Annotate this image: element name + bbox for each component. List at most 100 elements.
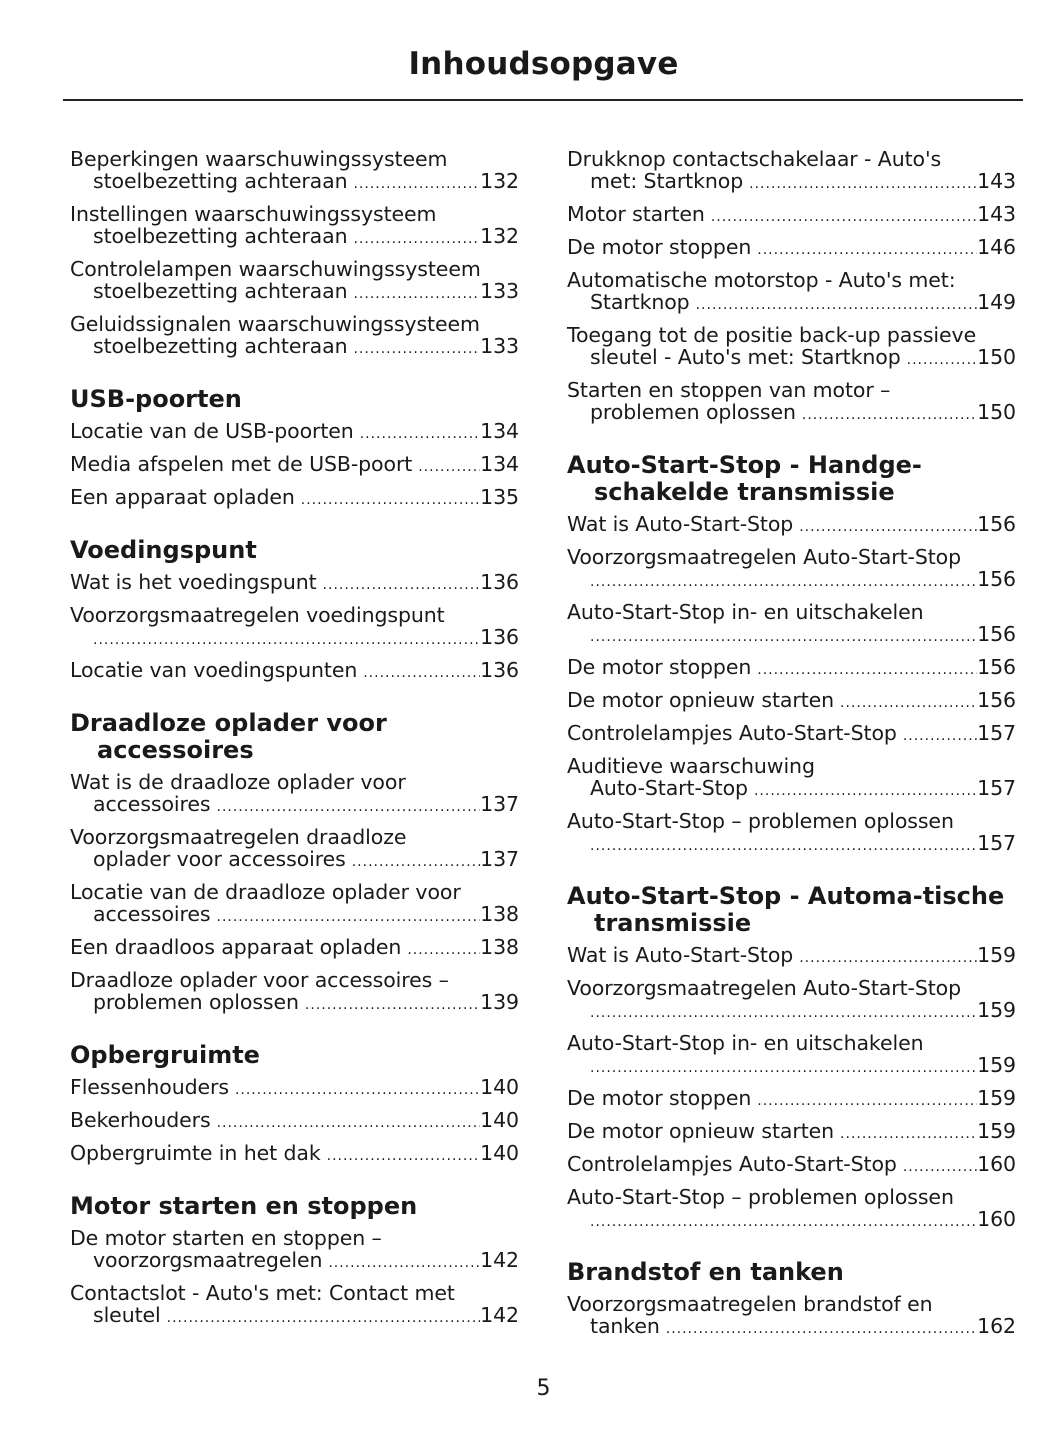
toc-entry-line: Bekerhouders 140 (70, 1109, 519, 1134)
toc-page-number[interactable]: 156 (977, 622, 1016, 646)
toc-entry[interactable]: Een apparaat opladen 135 (70, 486, 519, 511)
toc-entry-line: 157 (567, 832, 1016, 857)
toc-page-number[interactable]: 137 (480, 847, 519, 871)
toc-entry[interactable]: Drukknop contactschakelaar - Auto's met: … (567, 148, 1016, 195)
toc-entry[interactable]: Automatische motorstop - Auto's met: Star… (567, 269, 1016, 316)
toc-entry[interactable]: Auto-Start-Stop – problemen oplossen 157 (567, 810, 1016, 857)
toc-page-number[interactable]: 160 (977, 1152, 1016, 1176)
toc-entry[interactable]: De motor opnieuw starten 159 (567, 1120, 1016, 1145)
dot-leader (353, 338, 480, 360)
toc-page-number[interactable]: 157 (977, 721, 1016, 745)
toc-page-number[interactable]: 142 (480, 1248, 519, 1272)
toc-page-number[interactable]: 137 (480, 792, 519, 816)
toc-page-number[interactable]: 159 (977, 943, 1016, 967)
toc-page-number[interactable]: 157 (977, 776, 1016, 800)
toc-page-number[interactable]: 136 (480, 570, 519, 594)
toc-entry[interactable]: Controlelampjes Auto-Start-Stop 157 (567, 722, 1016, 747)
toc-page-number[interactable]: 132 (480, 224, 519, 248)
toc-page-number[interactable]: 143 (977, 169, 1016, 193)
dot-leader (907, 349, 978, 371)
toc-entry[interactable]: Starten en stoppen van motor – problemen … (567, 379, 1016, 426)
toc-entry[interactable]: Controlelampjes Auto-Start-Stop 160 (567, 1153, 1016, 1178)
toc-entry[interactable]: Locatie van de draadloze oplader voor acc… (70, 881, 519, 928)
toc-entry[interactable]: Opbergruimte in het dak 140 (70, 1142, 519, 1167)
toc-entry-line: Locatie van voedingspunten 136 (70, 659, 519, 684)
toc-page-number[interactable]: 133 (480, 279, 519, 303)
toc-entry[interactable]: Locatie van de USB-poorten 134 (70, 420, 519, 445)
toc-entry[interactable]: Een draadloos apparaat opladen 138 (70, 936, 519, 961)
toc-page-number[interactable]: 133 (480, 334, 519, 358)
toc-page-number[interactable]: 138 (480, 935, 519, 959)
toc-entry[interactable]: De motor stoppen 159 (567, 1087, 1016, 1112)
toc-entry[interactable]: Wat is Auto-Start-Stop 159 (567, 944, 1016, 969)
toc-entry[interactable]: Voorzorgsmaatregelen Auto-Start-Stop 159 (567, 977, 1016, 1024)
toc-page-number[interactable]: 150 (977, 400, 1016, 424)
toc-page-number[interactable]: 159 (977, 1053, 1016, 1077)
toc-entry[interactable]: Contactslot - Auto's met: Contact met sle… (70, 1282, 519, 1329)
toc-page-number[interactable]: 142 (480, 1303, 519, 1327)
toc-page-number[interactable]: 159 (977, 1086, 1016, 1110)
toc-entry-text: Toegang tot de positie back-up passieve (567, 323, 977, 347)
toc-entry-line: Wat is Auto-Start-Stop 156 (567, 513, 1016, 538)
toc-page-number[interactable]: 156 (977, 512, 1016, 536)
toc-entry[interactable]: Wat is het voedingspunt 136 (70, 571, 519, 596)
toc-entry[interactable]: Media afspelen met de USB-poort 134 (70, 453, 519, 478)
toc-entry[interactable]: Instellingen waarschuwingssysteem stoelbe… (70, 203, 519, 250)
toc-entry-text: Geluidssignalen waarschuwingssysteem (70, 312, 480, 336)
toc-page-number[interactable]: 138 (480, 902, 519, 926)
toc-page-number[interactable]: 143 (977, 202, 1016, 226)
toc-page-number[interactable]: 132 (480, 169, 519, 193)
toc-entry[interactable]: Draadloze oplader voor accessoires – prob… (70, 969, 519, 1016)
toc-entry-line: 156 (567, 568, 1016, 593)
toc-entry[interactable]: Voorzorgsmaatregelen draadloze oplader vo… (70, 826, 519, 873)
toc-entry-text: problemen oplossen (590, 400, 796, 424)
toc-page-number[interactable]: 156 (977, 655, 1016, 679)
toc-page-number[interactable]: 156 (977, 688, 1016, 712)
toc-page-number[interactable]: 159 (977, 1119, 1016, 1143)
toc-entry[interactable]: Beperkingen waarschuwingssysteem stoelbez… (70, 148, 519, 195)
toc-page-number[interactable]: 140 (480, 1075, 519, 1099)
toc-entry[interactable]: Controlelampen waarschuwingssysteem stoel… (70, 258, 519, 305)
toc-page-number[interactable]: 157 (977, 831, 1016, 855)
toc-page-number[interactable]: 156 (977, 567, 1016, 591)
toc-entry[interactable]: De motor starten en stoppen – voorzorgsma… (70, 1227, 519, 1274)
toc-entry[interactable]: Auto-Start-Stop in- en uitschakelen 159 (567, 1032, 1016, 1079)
toc-page-number[interactable]: 140 (480, 1108, 519, 1132)
toc-page-number[interactable]: 146 (977, 235, 1016, 259)
toc-entry[interactable]: Voorzorgsmaatregelen voedingspunt 136 (70, 604, 519, 651)
toc-entry[interactable]: Voorzorgsmaatregelen Auto-Start-Stop 156 (567, 546, 1016, 593)
dot-leader (757, 659, 977, 681)
toc-page-number[interactable]: 136 (480, 625, 519, 649)
toc-entry[interactable]: Auto-Start-Stop – problemen oplossen 160 (567, 1186, 1016, 1233)
toc-entry-line: De motor stoppen 146 (567, 236, 1016, 261)
toc-page-number[interactable]: 139 (480, 990, 519, 1014)
toc-entry-text: Auto-Start-Stop – problemen oplossen (567, 809, 954, 833)
toc-entry[interactable]: De motor opnieuw starten 156 (567, 689, 1016, 714)
toc-page-number[interactable]: 136 (480, 658, 519, 682)
toc-page-number[interactable]: 150 (977, 345, 1016, 369)
toc-entry[interactable]: Wat is de draadloze oplader voor accessoi… (70, 771, 519, 818)
toc-page-number[interactable]: 149 (977, 290, 1016, 314)
toc-page-number[interactable]: 160 (977, 1207, 1016, 1231)
dot-leader (217, 906, 481, 928)
toc-page-number[interactable]: 162 (977, 1314, 1016, 1338)
toc-entry[interactable]: Toegang tot de positie back-up passieve s… (567, 324, 1016, 371)
toc-page-number[interactable]: 134 (480, 419, 519, 443)
toc-entry[interactable]: Motor starten 143 (567, 203, 1016, 228)
toc-page-number[interactable]: 135 (480, 485, 519, 509)
dot-leader (590, 626, 977, 648)
toc-page-number[interactable]: 134 (480, 452, 519, 476)
toc-entry[interactable]: Flessenhouders 140 (70, 1076, 519, 1101)
toc-entry[interactable]: Geluidssignalen waarschuwingssysteem stoe… (70, 313, 519, 360)
toc-entry[interactable]: De motor stoppen 146 (567, 236, 1016, 261)
toc-page-number[interactable]: 140 (480, 1141, 519, 1165)
toc-entry[interactable]: Locatie van voedingspunten 136 (70, 659, 519, 684)
toc-entry-text: Motor starten (567, 202, 705, 226)
toc-entry[interactable]: Auto-Start-Stop in- en uitschakelen 156 (567, 601, 1016, 648)
toc-page-number[interactable]: 159 (977, 998, 1016, 1022)
toc-entry[interactable]: Bekerhouders 140 (70, 1109, 519, 1134)
toc-entry[interactable]: Wat is Auto-Start-Stop 156 (567, 513, 1016, 538)
toc-entry[interactable]: De motor stoppen 156 (567, 656, 1016, 681)
